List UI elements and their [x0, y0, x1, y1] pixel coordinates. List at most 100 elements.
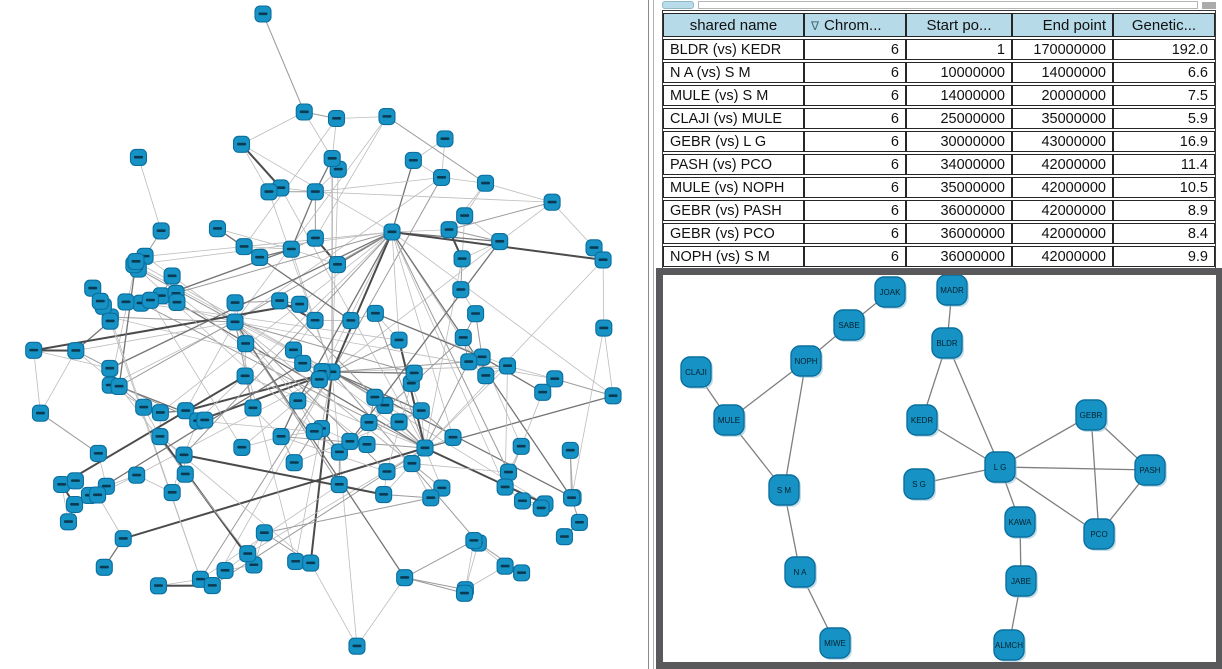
- column-header-chromosome[interactable]: ∇ Chrom...: [804, 13, 906, 37]
- detail-node-mule[interactable]: MULE: [713, 404, 746, 437]
- overview-node[interactable]: [467, 305, 485, 323]
- detail-node-kedr[interactable]: KEDR: [906, 404, 939, 437]
- overview-node[interactable]: [127, 252, 145, 271]
- table-row[interactable]: NOPH (vs) S M 6 36000000 42000000 9.9: [663, 246, 1215, 267]
- overview-node[interactable]: [432, 168, 451, 187]
- overview-node[interactable]: [232, 135, 251, 153]
- overview-node[interactable]: [203, 577, 221, 595]
- overview-node[interactable]: [255, 524, 273, 542]
- overview-node[interactable]: [496, 557, 514, 575]
- overview-node[interactable]: [604, 387, 622, 405]
- overview-node[interactable]: [476, 174, 495, 192]
- overview-node[interactable]: [378, 463, 396, 481]
- overview-node[interactable]: [59, 513, 78, 531]
- detail-node-pco[interactable]: PCO: [1083, 518, 1116, 551]
- overview-node[interactable]: [473, 348, 491, 366]
- overview-node[interactable]: [366, 304, 384, 322]
- overview-node[interactable]: [491, 232, 509, 251]
- overview-node[interactable]: [236, 367, 254, 385]
- overview-node[interactable]: [595, 319, 613, 337]
- table-row[interactable]: PASH (vs) PCO 6 34000000 42000000 11.4: [663, 154, 1215, 175]
- overview-node[interactable]: [496, 478, 514, 496]
- overview-node[interactable]: [440, 221, 458, 239]
- overview-node[interactable]: [444, 428, 462, 446]
- overview-node[interactable]: [305, 422, 323, 441]
- filter-icon[interactable]: ∇: [811, 18, 820, 33]
- overview-node[interactable]: [452, 281, 470, 299]
- overview-node[interactable]: [67, 342, 85, 360]
- table-row[interactable]: N A (vs) S M 6 10000000 14000000 6.6: [663, 62, 1215, 83]
- overview-node[interactable]: [532, 499, 550, 517]
- overview-node[interactable]: [291, 295, 309, 313]
- detail-node-s-m[interactable]: S M: [768, 474, 801, 507]
- overview-node[interactable]: [216, 561, 234, 580]
- overview-node[interactable]: [416, 439, 434, 457]
- overview-node[interactable]: [403, 455, 421, 473]
- overview-node[interactable]: [129, 148, 148, 166]
- detail-node-joak[interactable]: JOAK: [874, 276, 907, 309]
- overview-node[interactable]: [66, 495, 84, 514]
- overview-node[interactable]: [163, 483, 181, 502]
- overview-node[interactable]: [360, 413, 378, 432]
- overview-node[interactable]: [341, 432, 359, 451]
- overview-node[interactable]: [422, 489, 440, 507]
- overview-node[interactable]: [555, 528, 573, 546]
- overview-node[interactable]: [396, 569, 414, 587]
- overview-node[interactable]: [513, 492, 532, 510]
- scrollbar-track[interactable]: [698, 1, 1198, 9]
- column-header-end-point[interactable]: End point: [1012, 13, 1113, 37]
- overview-node[interactable]: [101, 312, 119, 330]
- table-row[interactable]: BLDR (vs) KEDR 6 1 170000000 192.0: [663, 39, 1215, 60]
- overview-node[interactable]: [375, 485, 393, 504]
- overview-node[interactable]: [570, 513, 588, 532]
- overview-node[interactable]: [460, 353, 478, 371]
- overview-node[interactable]: [95, 558, 113, 576]
- overview-node[interactable]: [310, 371, 328, 389]
- overview-node[interactable]: [117, 293, 135, 311]
- overview-node[interactable]: [151, 404, 169, 422]
- overview-node[interactable]: [151, 428, 169, 446]
- overview-node[interactable]: [284, 341, 303, 359]
- detail-node-noph[interactable]: NOPH: [790, 345, 823, 378]
- overview-node[interactable]: [89, 486, 107, 504]
- overview-node[interactable]: [235, 238, 253, 256]
- overview-node[interactable]: [66, 472, 84, 490]
- overview-node[interactable]: [25, 341, 43, 359]
- detail-node-sabe[interactable]: SABE: [833, 309, 866, 342]
- overview-node[interactable]: [287, 552, 305, 571]
- detail-network-canvas[interactable]: JOAK MADR SABE BLDR NOPH CLAJI MULE KEDR GEBR L G…: [663, 275, 1216, 662]
- tab-fragment[interactable]: [662, 1, 694, 9]
- overview-node[interactable]: [366, 388, 384, 406]
- overview-node[interactable]: [254, 5, 272, 23]
- overview-node[interactable]: [175, 446, 193, 464]
- table-row[interactable]: GEBR (vs) L G 6 30000000 43000000 16.9: [663, 131, 1215, 152]
- overview-node[interactable]: [563, 489, 581, 507]
- detail-node-gebr[interactable]: GEBR: [1075, 399, 1108, 432]
- overview-node[interactable]: [546, 370, 564, 388]
- overview-node[interactable]: [282, 240, 300, 258]
- detail-node-almch[interactable]: ALMCH: [993, 629, 1026, 662]
- overview-node[interactable]: [328, 255, 347, 274]
- overview-node[interactable]: [177, 402, 195, 420]
- overview-node[interactable]: [114, 530, 132, 548]
- overview-node[interactable]: [405, 364, 423, 382]
- overview-node[interactable]: [561, 441, 579, 459]
- column-header-genetic-distance[interactable]: Genetic...: [1113, 13, 1215, 37]
- column-header-shared-name[interactable]: shared name: [663, 13, 804, 37]
- table-row[interactable]: GEBR (vs) PCO 6 36000000 42000000 8.4: [663, 223, 1215, 244]
- table-row[interactable]: GEBR (vs) PASH 6 36000000 42000000 8.9: [663, 200, 1215, 221]
- overview-node[interactable]: [454, 329, 472, 347]
- overview-node[interactable]: [465, 532, 483, 550]
- overview-node[interactable]: [251, 248, 269, 266]
- overview-node[interactable]: [412, 402, 430, 420]
- detail-node-n-a[interactable]: N A: [784, 556, 817, 589]
- overview-node[interactable]: [323, 149, 341, 168]
- detail-node-l-g[interactable]: L G: [984, 451, 1017, 484]
- overview-node[interactable]: [477, 367, 495, 385]
- overview-node[interactable]: [239, 545, 257, 563]
- overview-node[interactable]: [512, 437, 530, 455]
- table-row[interactable]: CLAJI (vs) MULE 6 25000000 35000000 5.9: [663, 108, 1215, 129]
- overview-node[interactable]: [295, 103, 313, 121]
- overview-node[interactable]: [302, 554, 320, 572]
- overview-node[interactable]: [91, 292, 109, 310]
